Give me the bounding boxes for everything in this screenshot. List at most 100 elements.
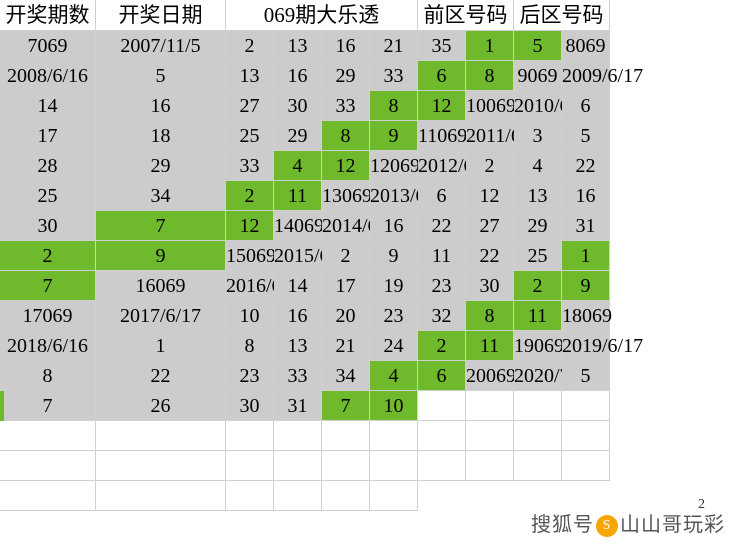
front-number: 33 xyxy=(322,91,370,121)
back-number: 7 xyxy=(0,271,96,301)
issue-cell: 9069 xyxy=(514,61,562,91)
front-number: 28 xyxy=(0,151,96,181)
empty-cell xyxy=(514,421,562,451)
front-number: 14 xyxy=(0,91,96,121)
front-number: 29 xyxy=(96,151,226,181)
back-number: 7 xyxy=(322,391,370,421)
back-number: 5 xyxy=(514,31,562,61)
front-number: 16 xyxy=(96,91,226,121)
empty-cell xyxy=(226,451,274,481)
empty-cell xyxy=(0,451,96,481)
empty-cell xyxy=(274,481,322,511)
empty-cell xyxy=(274,421,322,451)
date-cell: 2018/6/16 xyxy=(0,331,96,361)
front-number: 13 xyxy=(274,31,322,61)
date-cell: 2007/11/5 xyxy=(96,31,226,61)
date-cell: 2009/6/17 xyxy=(562,61,610,91)
date-cell: 2012/6/16 xyxy=(418,151,466,181)
issue-cell: 17069 xyxy=(0,301,96,331)
front-number: 22 xyxy=(96,361,226,391)
front-number: 9 xyxy=(370,241,418,271)
empty-cell xyxy=(322,451,370,481)
front-number: 5 xyxy=(562,121,610,151)
front-number: 34 xyxy=(96,181,226,211)
front-number: 27 xyxy=(226,91,274,121)
sohu-logo-icon: S xyxy=(596,515,618,537)
front-number: 2 xyxy=(466,151,514,181)
front-number: 16 xyxy=(322,31,370,61)
issue-cell: 10069 xyxy=(466,91,514,121)
back-number: 9 xyxy=(370,121,418,151)
front-number: 3 xyxy=(514,121,562,151)
empty-cell xyxy=(0,481,96,511)
back-number: 8 xyxy=(466,61,514,91)
front-number: 6 xyxy=(418,181,466,211)
back-number: 11 xyxy=(274,181,322,211)
front-number: 22 xyxy=(466,241,514,271)
front-number: 17 xyxy=(322,271,370,301)
empty-cell xyxy=(562,421,610,451)
front-number: 32 xyxy=(418,301,466,331)
issue-cell: 18069 xyxy=(562,301,610,331)
front-number: 5 xyxy=(96,61,226,91)
front-number: 7 xyxy=(0,391,96,421)
front-number: 12 xyxy=(466,181,514,211)
empty-cell xyxy=(226,481,274,511)
front-number: 8 xyxy=(0,361,96,391)
date-cell: 2015/6/17 xyxy=(274,241,322,271)
front-number: 30 xyxy=(274,91,322,121)
empty-cell xyxy=(370,451,418,481)
front-number: 19 xyxy=(370,271,418,301)
back-number: 9 xyxy=(96,241,226,271)
front-number: 20 xyxy=(322,301,370,331)
issue-cell: 20069 xyxy=(466,361,514,391)
front-number: 35 xyxy=(418,31,466,61)
back-number: 1 xyxy=(562,241,610,271)
date-cell: 2019/6/17 xyxy=(562,331,610,361)
back-number: 9 xyxy=(562,271,610,301)
back-number: 11 xyxy=(466,331,514,361)
empty-cell xyxy=(226,421,274,451)
front-number: 16 xyxy=(274,61,322,91)
front-number: 33 xyxy=(274,361,322,391)
issue-cell: 16069 xyxy=(96,271,226,301)
issue-cell: 12069 xyxy=(370,151,418,181)
front-number: 34 xyxy=(322,361,370,391)
empty-cell xyxy=(418,391,466,421)
front-number: 2 xyxy=(322,241,370,271)
back-number: 12 xyxy=(226,211,274,241)
back-number: 8 xyxy=(370,91,418,121)
front-number: 23 xyxy=(418,271,466,301)
back-number: 1 xyxy=(466,31,514,61)
back-number: 10 xyxy=(370,391,418,421)
back-number: 6 xyxy=(418,61,466,91)
front-number: 16 xyxy=(562,181,610,211)
empty-cell xyxy=(322,421,370,451)
header-title: 069期大乐透 xyxy=(226,0,418,31)
back-number: 11 xyxy=(514,301,562,331)
empty-cell xyxy=(418,451,466,481)
front-number: 22 xyxy=(418,211,466,241)
issue-cell: 8069 xyxy=(562,31,610,61)
front-number: 2 xyxy=(226,31,274,61)
empty-cell xyxy=(562,451,610,481)
empty-cell xyxy=(562,391,610,421)
issue-cell: 11069 xyxy=(418,121,466,151)
issue-cell: 7069 xyxy=(0,31,96,61)
front-number: 27 xyxy=(466,211,514,241)
front-number: 6 xyxy=(562,91,610,121)
front-number: 31 xyxy=(562,211,610,241)
back-number: 4 xyxy=(370,361,418,391)
front-number: 29 xyxy=(322,61,370,91)
date-cell: 2020/7/29 xyxy=(514,361,562,391)
date-cell: 2011/6/15 xyxy=(466,121,514,151)
front-number: 30 xyxy=(226,391,274,421)
front-number: 13 xyxy=(514,181,562,211)
header-back: 后区号码 xyxy=(514,0,610,31)
issue-cell: 14069 xyxy=(274,211,322,241)
lottery-table: 开奖期数开奖日期069期大乐透前区号码后区号码70692007/11/52131… xyxy=(0,0,610,511)
front-number: 24 xyxy=(370,331,418,361)
empty-cell xyxy=(96,451,226,481)
back-number: 12 xyxy=(418,91,466,121)
back-number: 4 xyxy=(274,151,322,181)
